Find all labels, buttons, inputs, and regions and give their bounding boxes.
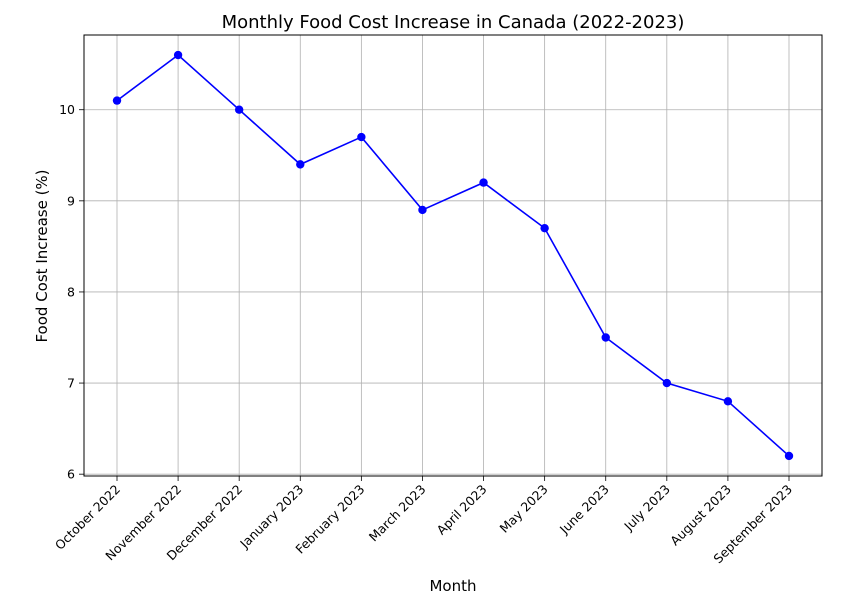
y-tick-label: 8 (67, 284, 75, 299)
x-tick-label: August 2023 (667, 482, 734, 549)
plot-frame (83, 34, 823, 477)
data-point (357, 132, 366, 142)
data-point (234, 105, 244, 114)
x-tick-label: May 2023 (497, 482, 551, 536)
series (112, 50, 794, 461)
data-point (540, 223, 549, 233)
data-point (784, 451, 794, 461)
y-tick-label: 6 (67, 467, 75, 482)
x-tick-label: April 2023 (434, 482, 490, 538)
x-tick-label: June 2023 (556, 482, 612, 538)
y-tick-label: 9 (67, 193, 75, 208)
grid (84, 35, 822, 476)
data-point (723, 397, 733, 406)
x-axis-label: Month (429, 577, 476, 595)
data-point (296, 160, 305, 169)
data-point (601, 333, 610, 342)
data-point (479, 178, 488, 187)
x-tick-label: July 2023 (620, 482, 673, 535)
series-line (116, 54, 790, 457)
y-tick-label: 7 (67, 376, 75, 391)
y-tick-label: 10 (59, 102, 75, 117)
data-point (418, 205, 427, 215)
data-point (662, 378, 672, 388)
data-point (112, 96, 122, 105)
chart-title: Monthly Food Cost Increase in Canada (20… (222, 12, 685, 33)
x-tick-label: March 2023 (366, 482, 429, 545)
data-point (173, 50, 183, 60)
y-axis-label: Food Cost Increase (%) (33, 169, 51, 342)
